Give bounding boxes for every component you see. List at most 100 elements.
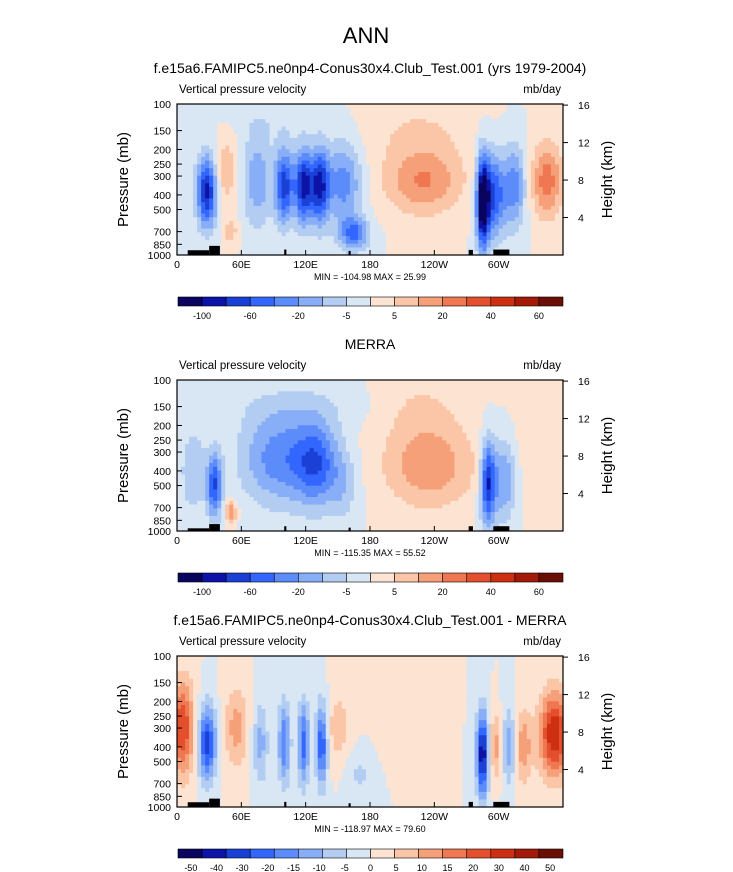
field-cell <box>498 205 504 211</box>
field-cell <box>245 209 250 215</box>
field-cell <box>494 224 500 230</box>
field-cell <box>418 194 423 199</box>
field-cell <box>213 168 218 173</box>
field-cell <box>382 130 387 135</box>
field-cell <box>177 179 182 184</box>
field-cell <box>530 198 536 203</box>
field-cell <box>522 387 528 392</box>
field-cell <box>550 164 556 169</box>
field-cell <box>313 243 319 249</box>
field-cell <box>374 141 379 147</box>
field-cell <box>446 217 452 222</box>
field-cell <box>514 239 520 245</box>
field-cell <box>297 395 303 400</box>
field-cell <box>394 160 399 166</box>
field-cell <box>293 183 299 188</box>
field-cell <box>329 149 335 154</box>
field-cell <box>281 232 287 237</box>
field-cell <box>257 410 263 415</box>
field-cell <box>462 213 468 218</box>
field-cell <box>542 221 548 226</box>
field-cell <box>305 239 311 245</box>
field-cell <box>305 202 311 207</box>
field-cell <box>434 406 439 411</box>
field-cell <box>309 387 315 392</box>
field-cell <box>197 398 202 404</box>
colorbar-swatch <box>298 296 323 307</box>
field-cell <box>181 171 186 177</box>
field-cell <box>333 130 339 135</box>
field-cell <box>201 209 206 215</box>
field-cell <box>221 239 226 245</box>
panel-title: MERRA <box>345 336 396 352</box>
field-cell <box>193 232 198 237</box>
field-cell <box>450 164 456 169</box>
field-cell <box>554 209 560 215</box>
field-cell <box>237 126 242 132</box>
field-cell <box>297 171 303 177</box>
field-cell <box>297 175 303 181</box>
field-cell <box>426 137 431 143</box>
field-cell <box>337 141 343 147</box>
field-cell <box>486 156 492 162</box>
field-cell <box>470 104 476 109</box>
field-cell <box>197 171 202 177</box>
field-cell <box>470 236 476 241</box>
field-cell <box>382 251 387 256</box>
field-cell <box>534 183 540 188</box>
field-cell <box>370 398 375 404</box>
field-cell <box>502 217 508 222</box>
field-cell <box>301 402 307 408</box>
field-cell <box>265 232 271 237</box>
field-cell <box>353 122 359 128</box>
field-cell <box>329 228 335 233</box>
field-cell <box>213 160 218 166</box>
field-cell <box>550 402 556 408</box>
field-cell <box>221 380 226 385</box>
field-cell <box>233 202 238 207</box>
field-cell <box>426 168 431 173</box>
field-cell <box>502 145 508 150</box>
field-cell <box>241 202 246 207</box>
field-cell <box>349 145 355 150</box>
field-cell <box>261 183 267 188</box>
field-cell <box>217 137 222 143</box>
field-cell <box>341 164 347 169</box>
field-cell <box>454 160 460 166</box>
field-cell <box>410 134 415 139</box>
field-cell <box>470 190 476 196</box>
field-cell <box>430 380 435 385</box>
field-cell <box>297 224 303 230</box>
field-cell <box>201 391 206 396</box>
field-cell <box>418 217 423 222</box>
field-cell <box>301 115 307 120</box>
field-cell <box>185 119 190 124</box>
field-cell <box>454 111 460 116</box>
field-cell <box>522 224 528 230</box>
field-cell <box>430 171 435 177</box>
field-cell <box>482 168 488 173</box>
field-cell <box>305 383 311 389</box>
field-cell <box>514 104 520 109</box>
field-cell <box>209 122 214 128</box>
field-cell <box>542 387 548 392</box>
field-cell <box>205 221 210 226</box>
field-cell <box>470 175 476 181</box>
field-cell <box>285 141 291 147</box>
field-cell <box>514 122 520 128</box>
field-cell <box>510 413 516 419</box>
field-cell <box>241 395 246 400</box>
field-cell <box>554 179 560 184</box>
field-cell <box>237 145 242 150</box>
field-cell <box>530 217 536 222</box>
field-cell <box>201 134 206 139</box>
field-cell <box>193 228 198 233</box>
field-cell <box>329 137 335 143</box>
field-cell <box>454 137 460 143</box>
field-cell <box>325 145 331 150</box>
field-cell <box>205 134 210 139</box>
field-cell <box>482 137 488 143</box>
field-cell <box>245 149 250 154</box>
field-cell <box>482 104 488 109</box>
field-cell <box>538 145 544 150</box>
